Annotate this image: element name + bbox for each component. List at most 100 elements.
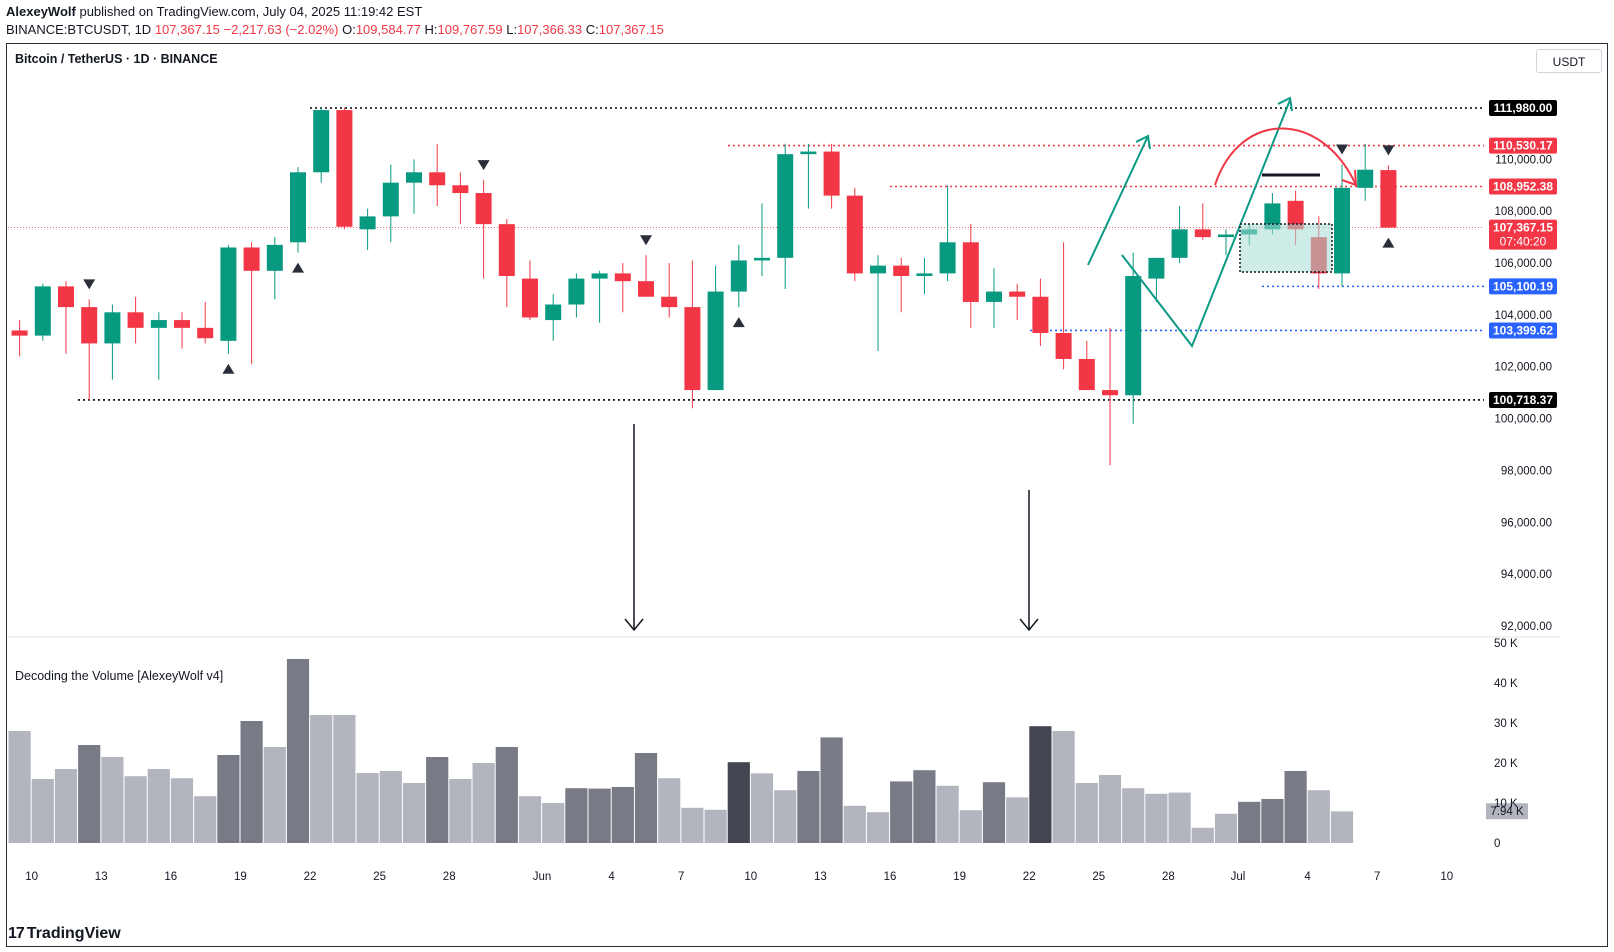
candle-body (1125, 276, 1142, 396)
indicator-title[interactable]: Decoding the Volume [AlexeyWolf v4] (15, 669, 224, 683)
signal-up-marker (1382, 237, 1395, 248)
time-axis-tick: 13 (95, 871, 108, 883)
volume-bar (379, 771, 402, 843)
currency-button[interactable]: USDT (1536, 49, 1602, 73)
price-level-badge (1489, 278, 1557, 295)
volume-bar (727, 762, 750, 843)
volume-axis-tick: 50 K (1494, 638, 1518, 650)
author-name[interactable]: AlexeyWolf (6, 4, 76, 19)
candle-body (730, 260, 747, 292)
time-axis-tick: 16 (164, 871, 177, 883)
volume-bar (681, 807, 704, 843)
candle-body (962, 242, 979, 302)
price-axis-tick: 108,000.00 (1494, 206, 1552, 218)
last-price: 107,367.15 (154, 22, 220, 37)
candle-body (986, 291, 1002, 302)
projection-arrow-head (1277, 96, 1293, 112)
volume-bar (356, 773, 379, 843)
volume-bar (959, 810, 982, 843)
candle-body (475, 193, 492, 225)
volume-bar (1098, 775, 1122, 843)
price-level-badge (1489, 391, 1557, 408)
volume-bar (124, 776, 147, 843)
candle-body (1148, 257, 1165, 279)
candle-body (1078, 358, 1095, 391)
signal-up-marker (222, 363, 235, 374)
price-level-label: 111,980.00 (1494, 101, 1553, 115)
time-axis-tick: 16 (884, 871, 897, 883)
volume-bar (240, 721, 263, 843)
candle-body (1032, 296, 1049, 334)
volume-bar (31, 779, 54, 843)
volume-bar (820, 737, 843, 843)
signal-up-marker (732, 317, 745, 328)
candle-body (568, 278, 585, 305)
candle-body (638, 281, 654, 297)
time-axis-tick: 4 (1304, 871, 1311, 883)
candle-body (707, 291, 724, 391)
volume-bar (1191, 827, 1214, 843)
signal-down-marker (83, 279, 96, 290)
volume-bar (634, 753, 658, 843)
brand-name: TradingView (26, 925, 121, 942)
publish-info: AlexeyWolf published on TradingView.com,… (6, 4, 422, 19)
signal-down-marker (1336, 144, 1348, 155)
time-axis-tick: 13 (814, 871, 827, 883)
price-axis-tick: 96,000.00 (1501, 517, 1552, 529)
price-level-label: 110,530.17 (1493, 139, 1553, 153)
candle-body (522, 278, 538, 318)
candle-body (127, 312, 144, 328)
candle-body (382, 182, 399, 217)
drawing-annotations (624, 96, 1358, 632)
volume-bar (54, 769, 78, 843)
candle-body (11, 330, 28, 336)
volume-current-badge (1486, 803, 1528, 820)
high-label: H: (424, 22, 438, 37)
volume-bar (1261, 799, 1284, 843)
time-axis-tick: 28 (1162, 871, 1175, 883)
volume-bar (843, 805, 866, 843)
candle-body (1334, 187, 1350, 274)
volume-bar (310, 715, 333, 843)
symbol-interval: BINANCE:BTCUSDT, 1D (6, 22, 152, 37)
volume-bar (750, 773, 774, 843)
volume-bar (542, 803, 565, 843)
candle-body (777, 154, 794, 258)
candle-body (846, 195, 863, 274)
candle-body (661, 296, 678, 308)
volume-bar (286, 659, 310, 843)
candle-body (545, 304, 562, 321)
volume-bar (449, 779, 472, 843)
candle-body (1194, 229, 1211, 238)
volume-bar (217, 755, 240, 843)
volume-bar (1029, 726, 1052, 843)
ohlc-line: BINANCE:BTCUSDT, 1D 107,367.15 −2,217.63… (6, 22, 664, 37)
open-label: O: (342, 22, 356, 37)
candle-body (1380, 170, 1397, 228)
volume-bar (588, 788, 611, 843)
price-axis-tick: 102,000.00 (1494, 362, 1552, 374)
target-zone-border (1239, 223, 1333, 273)
reversal-curve (1214, 127, 1356, 186)
volume-bar (704, 809, 727, 843)
time-axis-tick: 28 (443, 871, 456, 883)
volume-bar (1006, 797, 1029, 843)
price-axis-tick: 106,000.00 (1494, 258, 1552, 270)
volume-axis-tick: 40 K (1494, 678, 1518, 690)
signal-up-marker (292, 262, 304, 273)
volume-bar (1284, 771, 1307, 843)
price-change: −2,217.63 (−2.02%) (223, 22, 339, 37)
time-axis-tick: 10 (1440, 871, 1453, 883)
volume-bar (774, 790, 797, 843)
candle-body (800, 151, 817, 155)
time-axis-tick: 10 (744, 871, 757, 883)
volume-bar (611, 787, 634, 843)
high-value: 109,767.59 (437, 22, 503, 37)
close-value: 107,367.15 (598, 22, 664, 37)
candle-body (1171, 229, 1188, 258)
tradingview-logo[interactable]: 17 TradingView (8, 925, 121, 943)
volume-axis-tick: 20 K (1494, 758, 1518, 770)
time-axis-tick: Jun (533, 871, 552, 883)
volume-bar (1122, 788, 1145, 843)
